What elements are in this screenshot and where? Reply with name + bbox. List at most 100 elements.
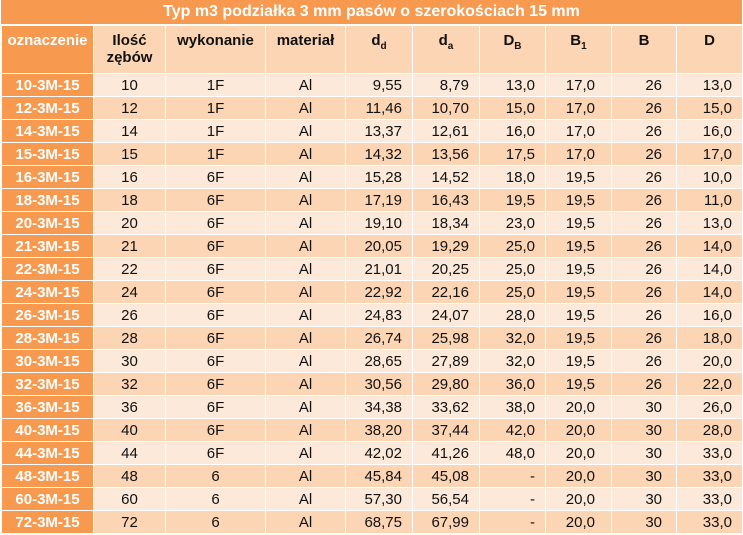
cell-d: 13,0 xyxy=(676,211,743,235)
cell-db: 23,0 xyxy=(479,211,546,235)
cell-version: 6F xyxy=(165,326,266,350)
cell-da: 33,62 xyxy=(412,395,480,419)
cell-d: 14,0 xyxy=(676,257,743,281)
cell-code: 44-3M-15 xyxy=(1,441,94,465)
cell-b1: 19,5 xyxy=(545,188,612,212)
cell-da: 12,61 xyxy=(412,119,480,143)
pulley-spec-table: oznaczenie Ilość zębów wykonanie materiał… xyxy=(1,25,743,534)
table-row: 72-3M-15 72 6 Al 68,75 67,99-20,0 30 33,0 xyxy=(1,510,743,534)
cell-db: - xyxy=(479,487,546,511)
cell-teeth: 40 xyxy=(93,418,166,442)
cell-da: 27,89 xyxy=(412,349,480,373)
header-row: oznaczenie Ilość zębów wykonanie materiał… xyxy=(1,25,743,74)
cell-material: Al xyxy=(265,165,346,189)
cell-teeth: 24 xyxy=(93,280,166,304)
cell-b: 30 xyxy=(611,395,677,419)
cell-da: 67,99 xyxy=(412,510,480,534)
cell-dd: 22,92 xyxy=(345,280,413,304)
cell-b1: 17,0 xyxy=(545,142,612,166)
cell-da: 25,98 xyxy=(412,326,480,350)
cell-da: 16,43 xyxy=(412,188,480,212)
cell-db: 36,0 xyxy=(479,372,546,396)
cell-db: 32,0 xyxy=(479,326,546,350)
cell-version: 6F xyxy=(165,395,266,419)
cell-version: 6F xyxy=(165,418,266,442)
cell-teeth: 10 xyxy=(93,73,166,97)
cell-d: 18,0 xyxy=(676,326,743,350)
cell-d: 22,0 xyxy=(676,372,743,396)
cell-da: 22,16 xyxy=(412,280,480,304)
cell-da: 18,34 xyxy=(412,211,480,235)
cell-material: Al xyxy=(265,326,346,350)
cell-d: 10,0 xyxy=(676,165,743,189)
cell-code: 36-3M-15 xyxy=(1,395,94,419)
cell-dd: 26,74 xyxy=(345,326,413,350)
cell-material: Al xyxy=(265,303,346,327)
cell-material: Al xyxy=(265,372,346,396)
cell-code: 15-3M-15 xyxy=(1,142,94,166)
cell-dd: 38,20 xyxy=(345,418,413,442)
cell-db: 25,0 xyxy=(479,234,546,258)
table-row: 32-3M-15 32 6F Al 30,56 29,80 36,0 19,5 26 22,0 xyxy=(1,372,743,396)
cell-da: 19,29 xyxy=(412,234,480,258)
table-row: 30-3M-15 30 6F Al 28,65 27,89 32,0 19,5 26 20,0 xyxy=(1,349,743,373)
cell-code: 60-3M-15 xyxy=(1,487,94,511)
table-row: 16-3M-15 16 6F Al 15,28 14,52 18,0 19,5 26 10,0 xyxy=(1,165,743,189)
cell-dd: 9,55 xyxy=(345,73,413,97)
cell-b: 26 xyxy=(611,303,677,327)
cell-d: 28,0 xyxy=(676,418,743,442)
cell-b1: 20,0 xyxy=(545,418,612,442)
table-row: 21-3M-15 21 6F Al 20,05 19,29 25,0 19,5 26 14,0 xyxy=(1,234,743,258)
cell-teeth: 15 xyxy=(93,142,166,166)
cell-version: 6 xyxy=(165,510,266,534)
cell-material: Al xyxy=(265,418,346,442)
cell-b: 26 xyxy=(611,142,677,166)
cell-b1: 20,0 xyxy=(545,464,612,488)
cell-material: Al xyxy=(265,234,346,258)
cell-code: 16-3M-15 xyxy=(1,165,94,189)
cell-b: 26 xyxy=(611,165,677,189)
cell-version: 6F xyxy=(165,211,266,235)
cell-material: Al xyxy=(265,119,346,143)
cell-version: 1F xyxy=(165,96,266,120)
cell-version: 6F xyxy=(165,257,266,281)
cell-version: 1F xyxy=(165,142,266,166)
cell-b1: 19,5 xyxy=(545,303,612,327)
cell-code: 30-3M-15 xyxy=(1,349,94,373)
cell-da: 29,80 xyxy=(412,372,480,396)
cell-b1: 19,5 xyxy=(545,326,612,350)
cell-d: 33,0 xyxy=(676,487,743,511)
cell-da: 14,52 xyxy=(412,165,480,189)
cell-d: 16,0 xyxy=(676,303,743,327)
table-row: 20-3M-15 20 6F Al 19,10 18,34 23,0 19,5 26 13,0 xyxy=(1,211,743,235)
table-row: 40-3M-15 40 6F Al 38,20 37,44 42,0 20,0 30 28,0 xyxy=(1,418,743,442)
cell-code: 20-3M-15 xyxy=(1,211,94,235)
cell-db: 15,0 xyxy=(479,96,546,120)
table-row: 26-3M-15 26 6F Al 24,83 24,07 28,0 19,5 26 16,0 xyxy=(1,303,743,327)
cell-da: 56,54 xyxy=(412,487,480,511)
cell-d: 33,0 xyxy=(676,510,743,534)
table-row: 10-3M-15 10 1F Al 9,55 8,79 13,0 17,0 26 13,0 xyxy=(1,73,743,97)
table-row: 28-3M-15 28 6F Al 26,74 25,98 32,0 19,5 26 18,0 xyxy=(1,326,743,350)
cell-db: 42,0 xyxy=(479,418,546,442)
cell-d: 17,0 xyxy=(676,142,743,166)
cell-dd: 57,30 xyxy=(345,487,413,511)
cell-da: 24,07 xyxy=(412,303,480,327)
cell-b1: 20,0 xyxy=(545,510,612,534)
cell-b: 30 xyxy=(611,441,677,465)
header-version: wykonanie xyxy=(165,25,266,74)
header-da: da xyxy=(412,25,480,74)
cell-b: 30 xyxy=(611,418,677,442)
cell-teeth: 12 xyxy=(93,96,166,120)
cell-teeth: 32 xyxy=(93,372,166,396)
cell-material: Al xyxy=(265,487,346,511)
cell-material: Al xyxy=(265,464,346,488)
cell-material: Al xyxy=(265,211,346,235)
cell-code: 72-3M-15 xyxy=(1,510,94,534)
cell-d: 14,0 xyxy=(676,280,743,304)
cell-code: 26-3M-15 xyxy=(1,303,94,327)
cell-da: 45,08 xyxy=(412,464,480,488)
cell-dd: 34,38 xyxy=(345,395,413,419)
cell-da: 37,44 xyxy=(412,418,480,442)
cell-material: Al xyxy=(265,142,346,166)
